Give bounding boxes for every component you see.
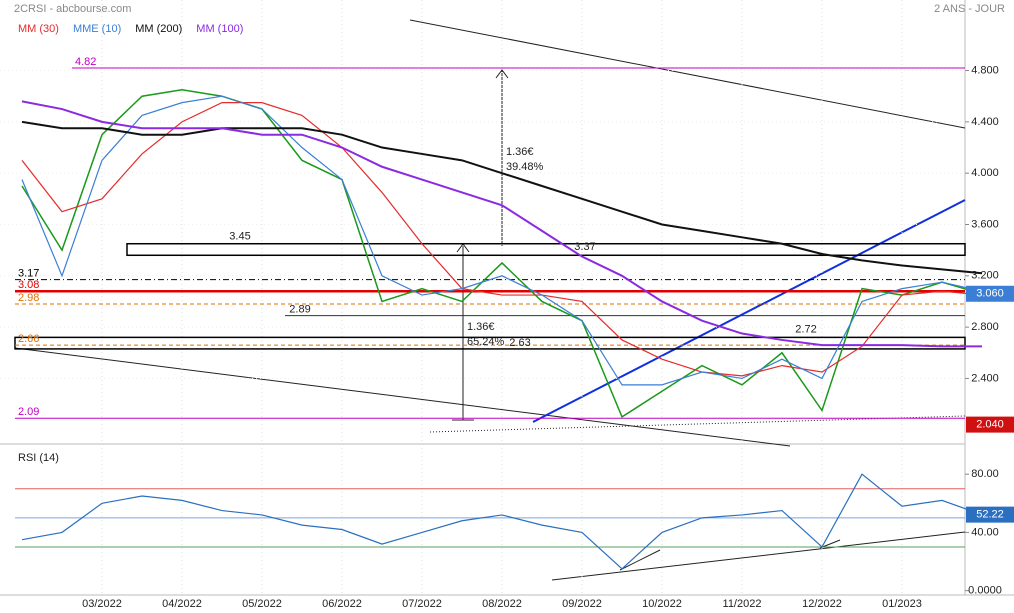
x-tick-label: 04/2022 — [162, 598, 202, 610]
ma-line — [21, 95, 983, 386]
y-tick-label: 2.800 — [971, 321, 999, 333]
legend-entry: MM (30) — [18, 23, 59, 35]
rsi-line — [21, 473, 983, 570]
legend-entry: MM (100) — [196, 23, 243, 35]
move-arrow-head — [495, 69, 509, 79]
annotation-label: 3.37 — [574, 241, 595, 253]
price-line — [21, 89, 983, 419]
price-marker-label: 2.040 — [976, 419, 1004, 431]
chart-title: 2CRSI - abcbourse.com — [14, 3, 131, 15]
x-tick-label: 07/2022 — [402, 598, 442, 610]
ma-line — [21, 120, 983, 275]
level-label: 2.66 — [18, 333, 39, 345]
y-tick-label: 4.800 — [971, 64, 999, 76]
zone-label: 2.72 — [795, 323, 816, 335]
x-tick-label: 03/2022 — [82, 598, 122, 610]
y-tick-label: 4.400 — [971, 116, 999, 128]
x-tick-label: 05/2022 — [242, 598, 282, 610]
subtitle: 2 ANS - JOUR — [934, 3, 1005, 15]
trend-line — [429, 415, 966, 433]
trend-line — [532, 199, 966, 423]
y-tick-label: 4.000 — [971, 167, 999, 179]
y-tick-label: 2.400 — [971, 372, 999, 384]
ma-line — [21, 102, 983, 377]
rsi-marker — [966, 506, 1014, 523]
y-tick-label: 3.600 — [971, 218, 999, 230]
x-tick-label: 06/2022 — [322, 598, 362, 610]
x-tick-label: 10/2022 — [642, 598, 682, 610]
x-tick-label: 01/2023 — [882, 598, 922, 610]
x-tick-label: 11/2022 — [723, 598, 762, 610]
annotation-label: 2.89 — [289, 303, 310, 315]
rsi-trend-line — [619, 549, 661, 571]
trend-line — [14, 347, 791, 447]
rsi-tick-label: 40.00 — [971, 526, 999, 538]
x-tick-label: 12/2022 — [802, 598, 842, 610]
legend-entry: MME (10) — [73, 23, 121, 35]
rsi-title: RSI (14) — [18, 452, 59, 464]
zone-box — [126, 242, 966, 257]
zone-box — [14, 336, 966, 350]
price-marker — [966, 285, 1014, 302]
move-pct: 65.24% — [467, 336, 505, 348]
rsi-marker-label: 52.22 — [976, 509, 1004, 521]
price-marker — [966, 416, 1014, 433]
zone-label: 3.45 — [229, 231, 250, 243]
x-tick-label: 08/2022 — [482, 598, 522, 610]
level-label: 4.82 — [75, 56, 96, 68]
annotation-label: 2.63 — [509, 337, 530, 349]
rsi-tick-label: 0.0000 — [968, 585, 1002, 597]
move-pct: 39.48% — [506, 161, 544, 173]
ma-line — [21, 100, 982, 348]
level-label: 2.09 — [18, 406, 39, 418]
move-label: 1.36€ — [467, 321, 495, 333]
x-tick-label: 09/2022 — [562, 598, 602, 610]
level-label: 2.98 — [18, 292, 39, 304]
trend-line — [409, 19, 966, 129]
level-label: 3.08 — [18, 279, 39, 291]
move-label: 1.36€ — [506, 146, 534, 158]
y-tick-label: 3.200 — [971, 270, 999, 282]
rsi-trend-line — [551, 531, 966, 581]
level-label: 3.17 — [18, 268, 39, 280]
legend-entry: MM (200) — [135, 23, 182, 35]
price-marker-label: 3.060 — [976, 288, 1004, 300]
rsi-tick-label: 80.00 — [971, 468, 999, 480]
